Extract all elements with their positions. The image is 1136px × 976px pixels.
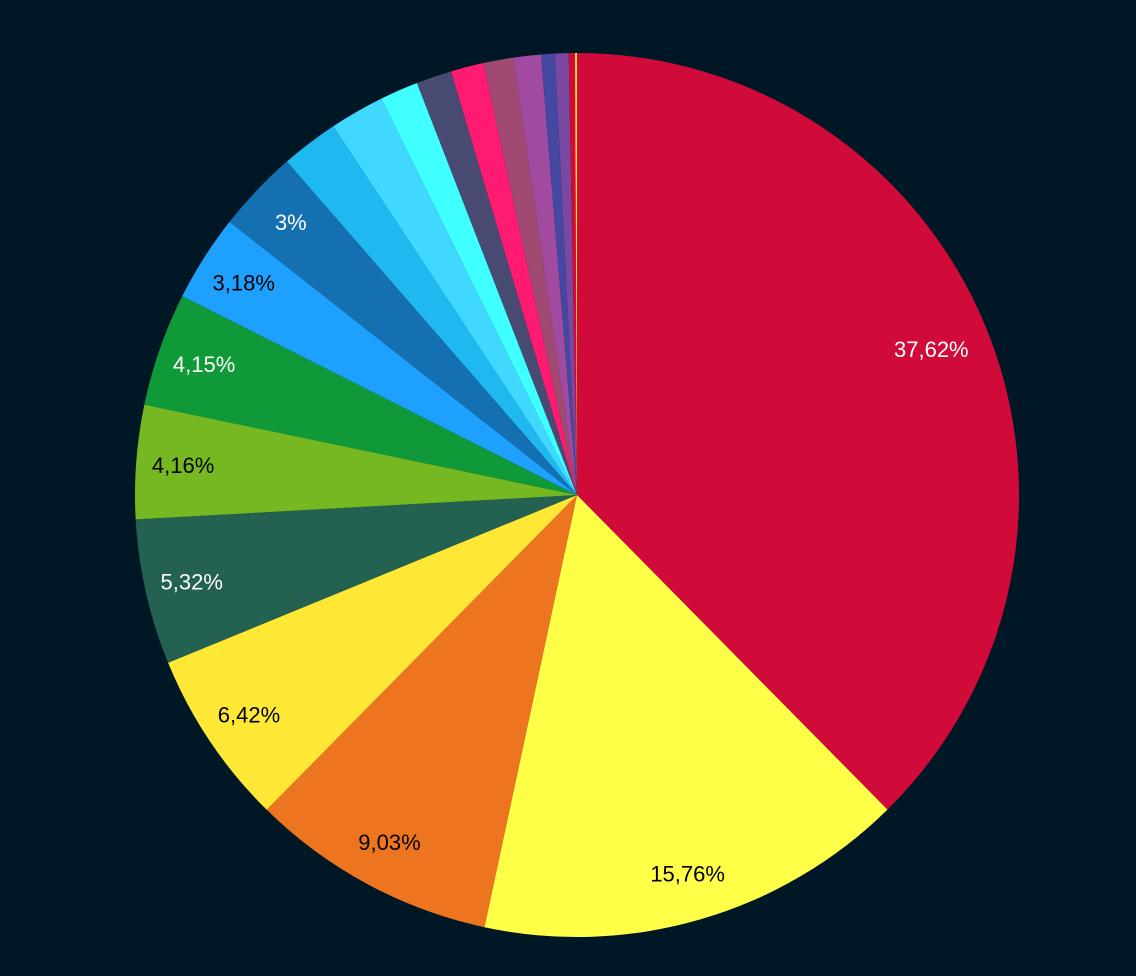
pie-slice <box>483 57 577 496</box>
pie-slice <box>168 495 578 810</box>
pie-slice <box>540 53 577 495</box>
pie-slice <box>575 53 577 495</box>
slice-label: 37,62% <box>894 337 969 362</box>
slice-label: 3% <box>275 210 307 235</box>
slice-label: 4,16% <box>152 453 214 478</box>
pie-slice <box>144 296 577 495</box>
pie-slice <box>286 126 577 496</box>
pie-slice <box>568 53 577 495</box>
pie-slice <box>451 63 577 495</box>
pie-slice <box>381 83 577 495</box>
pie-slice <box>484 495 888 937</box>
pie-slice <box>577 53 1020 810</box>
pie-slices <box>135 53 1020 937</box>
slice-label: 3,18% <box>213 271 275 296</box>
pie-labels: 37,62% 15,76% 9,03% 6,42% 5,32% 4,16% 4,15% 3,1… <box>152 210 969 886</box>
pie-slice <box>229 161 577 495</box>
slice-label: 5,32% <box>161 570 223 595</box>
slice-label: 15,76% <box>650 862 725 887</box>
pie-slice <box>135 404 578 520</box>
slice-label: 6,42% <box>218 703 280 728</box>
pie-slice <box>333 98 577 496</box>
slice-label: 9,03% <box>358 830 420 855</box>
pie-slice <box>416 71 577 495</box>
slice-label: 4,15% <box>173 352 235 377</box>
pie-slice <box>554 53 577 495</box>
pie-slice <box>135 495 577 663</box>
pie-slice <box>182 221 578 495</box>
pie-slice <box>266 495 577 928</box>
pie-slice <box>513 54 577 496</box>
